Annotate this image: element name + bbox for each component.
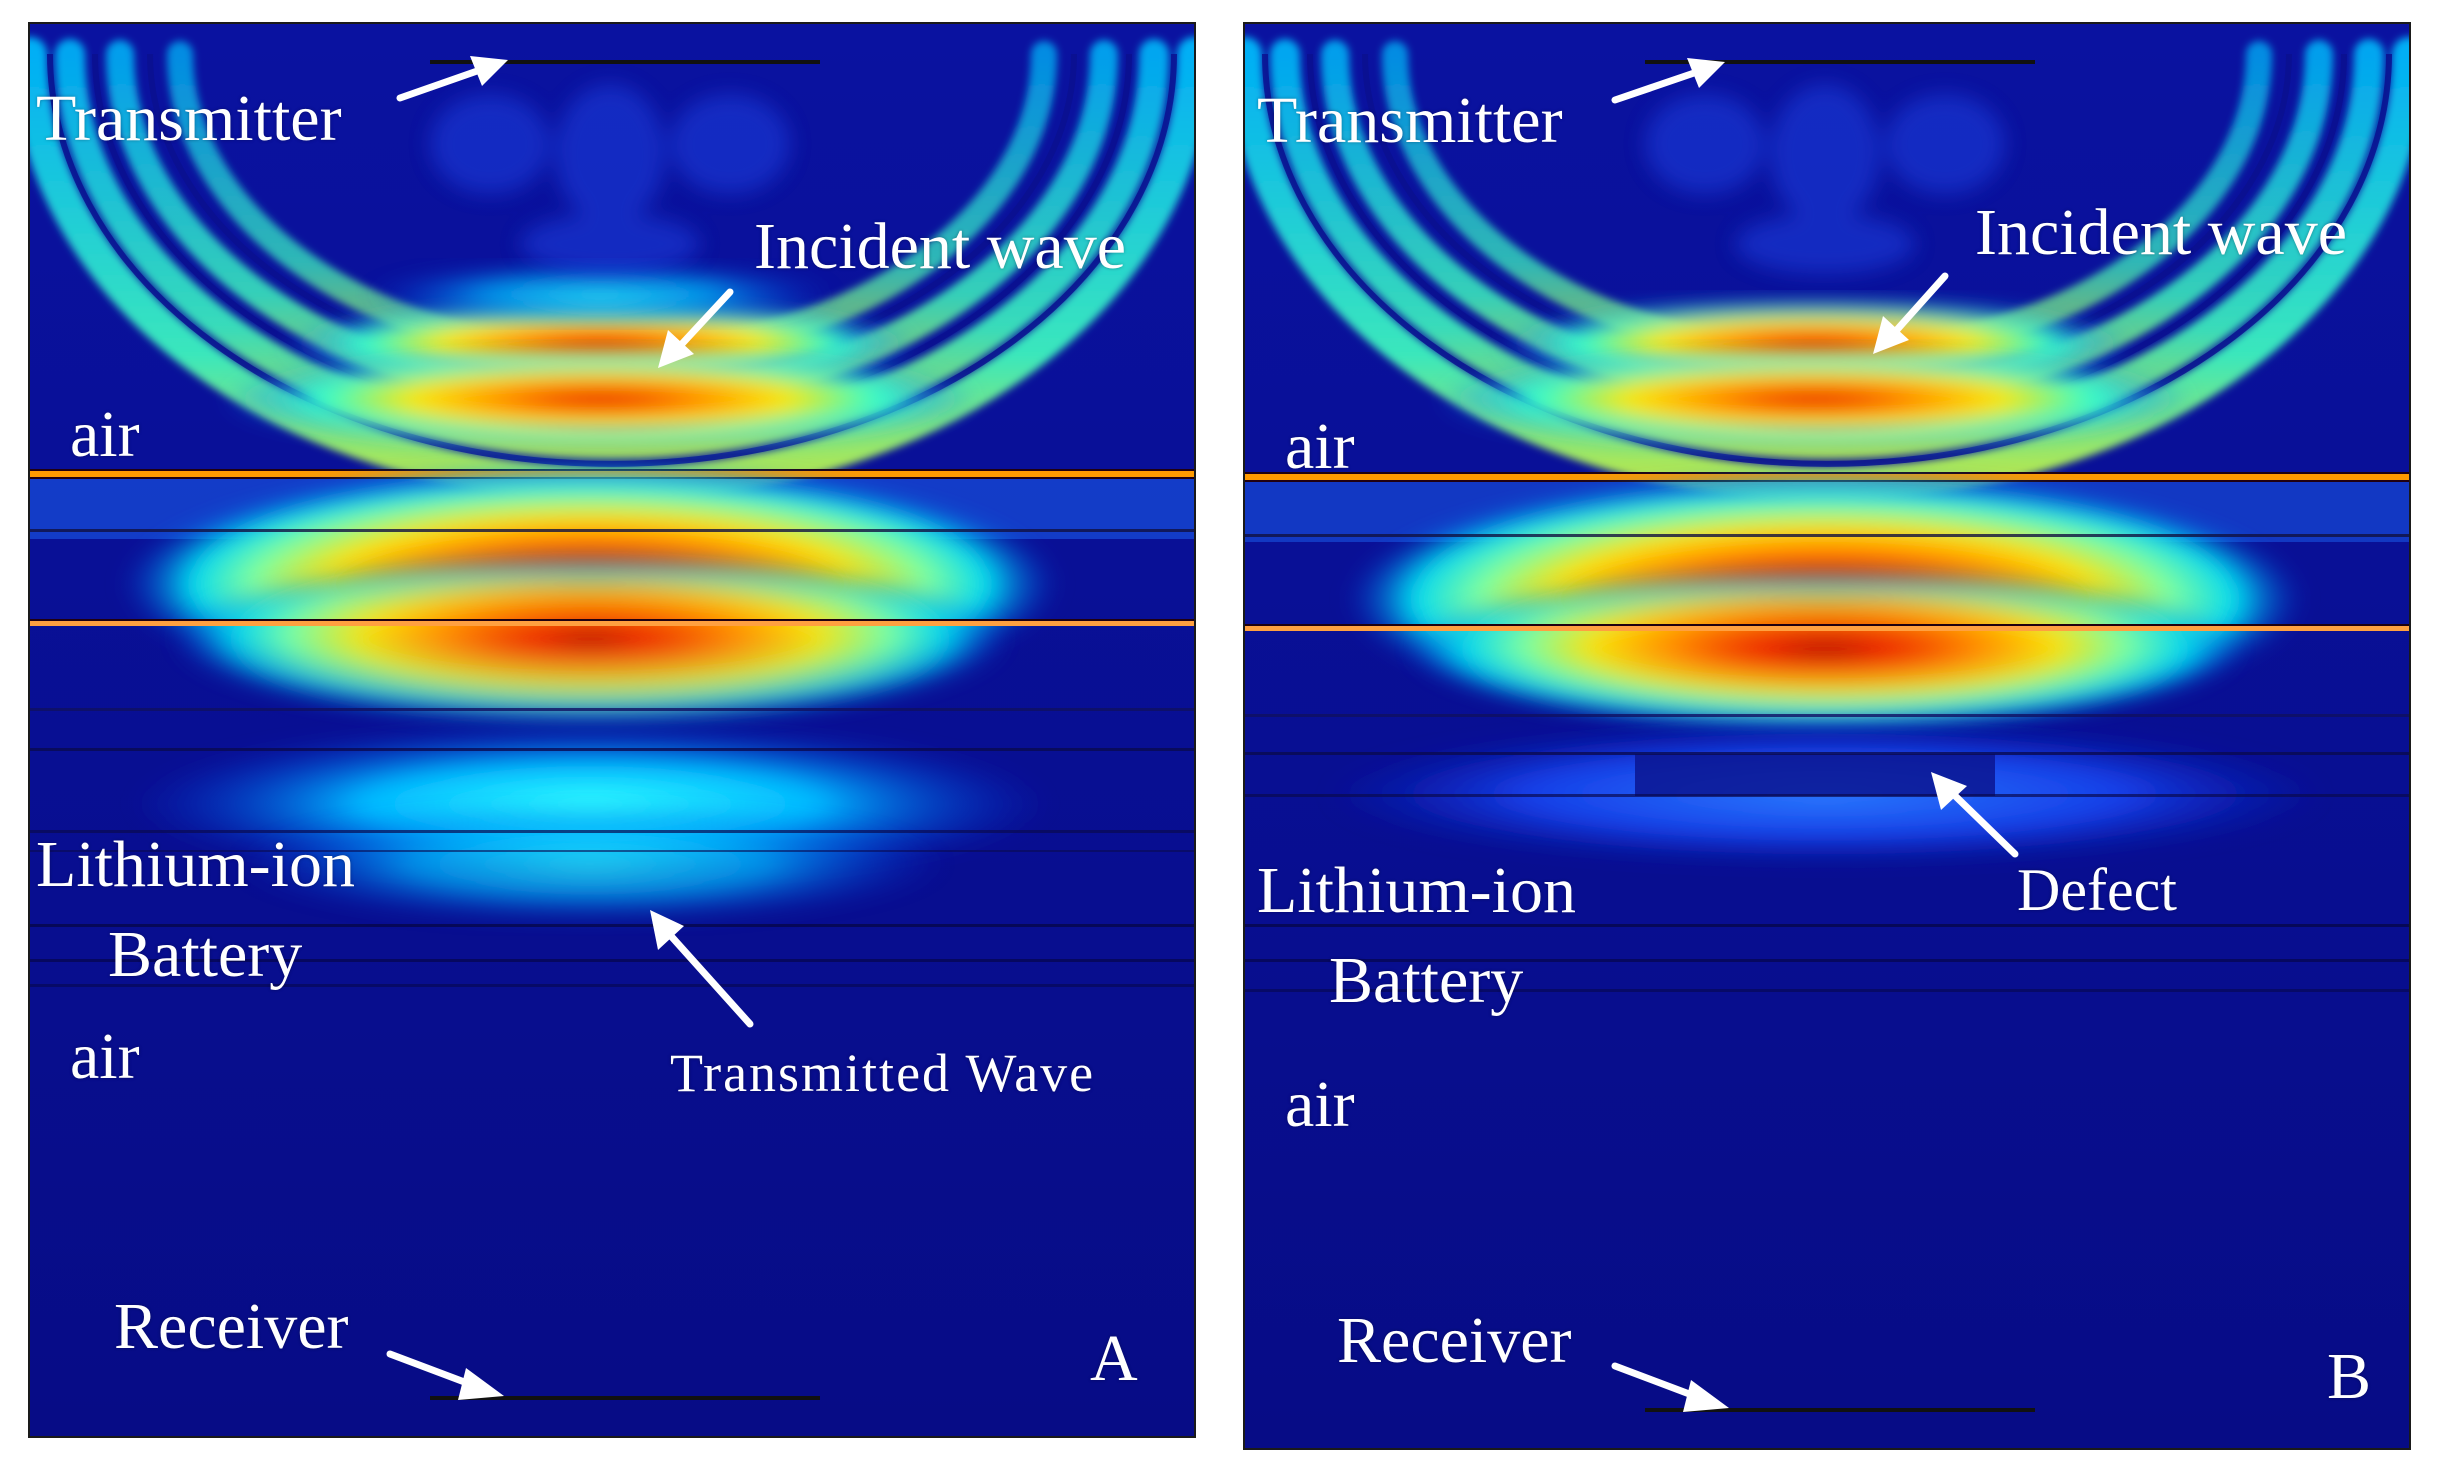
panel-a-incident-wave-label: Incident wave [754,210,1126,283]
panel-a-air-top-label: air [70,398,140,471]
panel-a-air-bottom-label: air [70,1020,140,1093]
panel-b-letter: B [2327,1340,2372,1413]
panel-a-transmitter-bar [430,60,820,64]
panel-a-transmitted-wave-label: Transmitted Wave [670,1043,1096,1103]
panel-b-air-bottom-label: air [1285,1068,1355,1141]
panel-b-defect-label: Defect [2017,857,2177,923]
panel-b-battery-label-line1: Lithium-ion [1257,854,1576,927]
panel-a-battery-label-line1: Lithium-ion [36,828,355,901]
panel-b-receiver-arrow [1611,1362,1704,1402]
panel-b-field-map [1245,24,2409,1448]
panel-b-receiver-bar [1645,1408,2035,1412]
panel-a-incident-arrow [676,288,734,350]
panel-a-receiver-arrow [386,1350,479,1390]
panel-b-defect-arrow [1941,782,2019,858]
panel-b-air-top-label: air [1285,410,1355,483]
panel-a-receiver-bar [430,1396,820,1400]
panel-a-battery-label-line2: Battery [108,918,303,991]
panel-a-field-plot: Transmitter Incident wave air Lithium-io… [28,22,1196,1438]
panel-a-receiver-label: Receiver [114,1290,349,1363]
panel-b-incident-wave-label: Incident wave [1975,196,2347,269]
panel-a-field-map [30,24,1194,1436]
panel-b-transmitter-bar [1645,60,2035,64]
panel-b-field-plot: Transmitter Incident wave air Defect Lit… [1243,22,2411,1450]
panel-a-transmitter-label: Transmitter [36,82,342,155]
panel-a-letter: A [1090,1322,1138,1395]
panel-b-incident-arrow [1891,272,1949,336]
panel-b-transmitter-arrow [1611,68,1701,104]
panel-a-transmitted-arrow [658,922,754,1028]
panel-a-transmitter-arrow [396,66,484,102]
panel-b-transmitter-label: Transmitter [1257,84,1563,157]
panel-b-battery-label-line2: Battery [1329,944,1524,1017]
panel-b-receiver-label: Receiver [1337,1304,1572,1377]
